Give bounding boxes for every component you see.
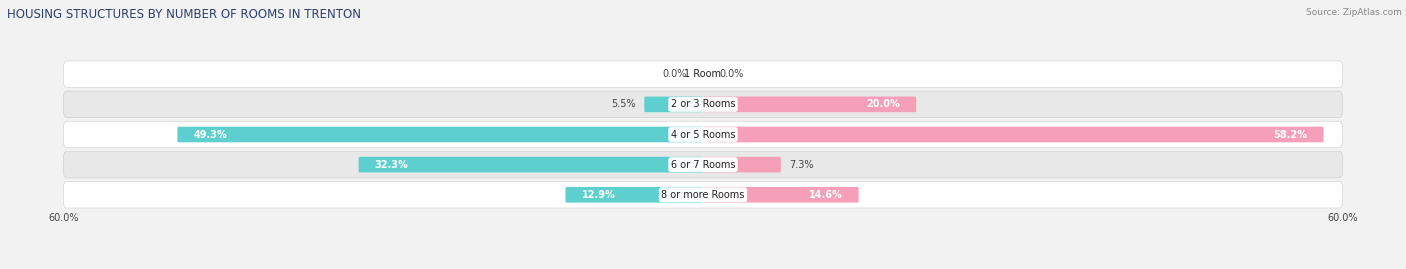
Text: 4 or 5 Rooms: 4 or 5 Rooms [671,129,735,140]
FancyBboxPatch shape [63,182,1343,208]
Text: 49.3%: 49.3% [194,129,228,140]
Text: 58.2%: 58.2% [1274,129,1308,140]
FancyBboxPatch shape [359,157,703,172]
FancyBboxPatch shape [63,121,1343,148]
FancyBboxPatch shape [63,61,1343,87]
FancyBboxPatch shape [565,187,703,203]
FancyBboxPatch shape [703,127,1323,142]
Text: 2 or 3 Rooms: 2 or 3 Rooms [671,99,735,109]
Text: 8 or more Rooms: 8 or more Rooms [661,190,745,200]
Text: HOUSING STRUCTURES BY NUMBER OF ROOMS IN TRENTON: HOUSING STRUCTURES BY NUMBER OF ROOMS IN… [7,8,361,21]
FancyBboxPatch shape [703,157,780,172]
Text: 20.0%: 20.0% [866,99,900,109]
FancyBboxPatch shape [177,127,703,142]
FancyBboxPatch shape [703,187,859,203]
FancyBboxPatch shape [63,151,1343,178]
Text: 6 or 7 Rooms: 6 or 7 Rooms [671,160,735,170]
Text: 32.3%: 32.3% [374,160,408,170]
Text: 5.5%: 5.5% [612,99,636,109]
FancyBboxPatch shape [703,97,917,112]
FancyBboxPatch shape [63,91,1343,118]
FancyBboxPatch shape [644,97,703,112]
Text: 14.6%: 14.6% [808,190,842,200]
Text: Source: ZipAtlas.com: Source: ZipAtlas.com [1306,8,1402,17]
Text: 1 Room: 1 Room [685,69,721,79]
Text: 0.0%: 0.0% [662,69,688,79]
Text: 7.3%: 7.3% [789,160,814,170]
Text: 0.0%: 0.0% [718,69,744,79]
Text: 12.9%: 12.9% [582,190,616,200]
